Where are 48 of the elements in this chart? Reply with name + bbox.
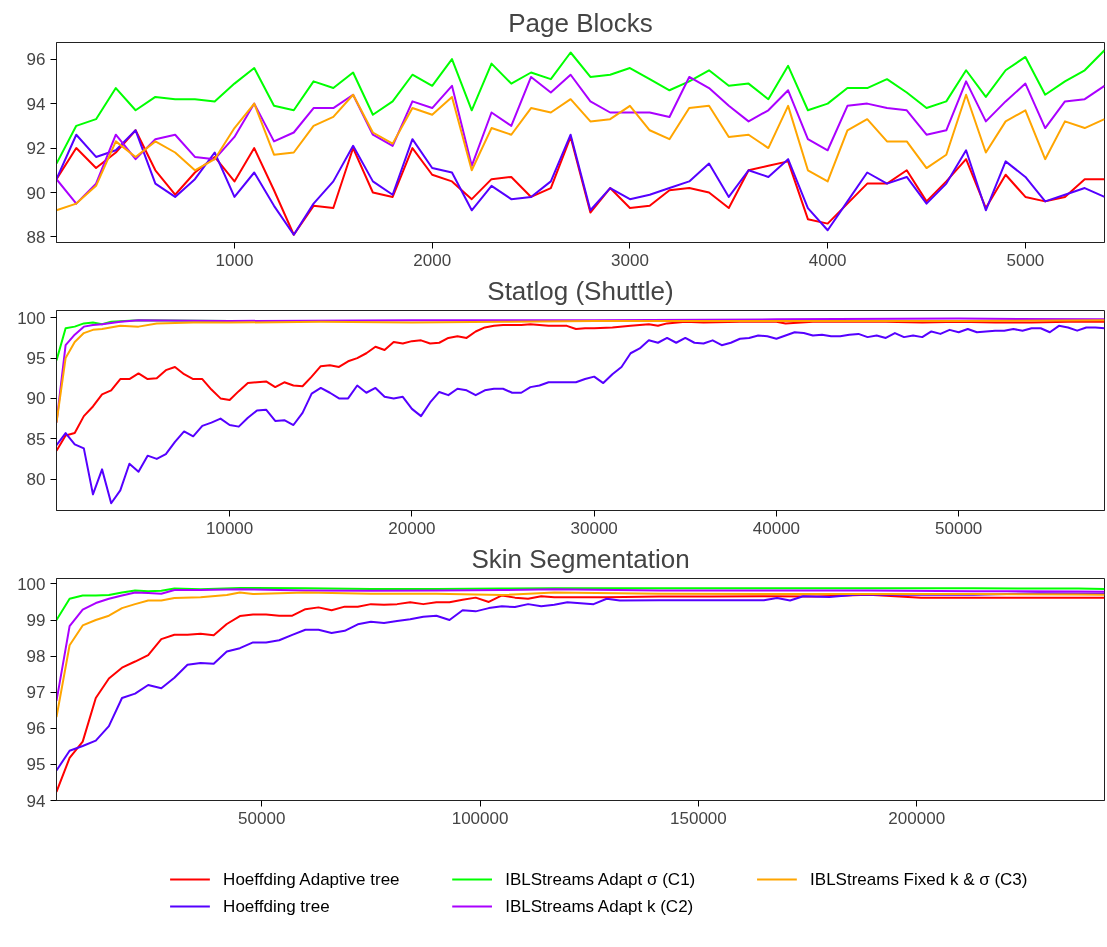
y-tick-label: 96 <box>26 50 46 70</box>
line-series <box>56 591 1105 719</box>
legend-label: IBLStreams Fixed k & σ (C3) <box>810 870 1028 889</box>
legend-label: Hoeffding tree <box>223 897 330 916</box>
line-series <box>56 586 1105 622</box>
line-series <box>56 93 1105 212</box>
y-tick-label: 95 <box>26 349 46 369</box>
legend-label: IBLStreams Adapt k (C2) <box>505 897 694 916</box>
x-tick-label: 200000 <box>888 808 946 828</box>
x-tick-label: 5000 <box>1006 250 1045 270</box>
x-tick-label: 2000 <box>413 250 452 270</box>
y-tick-label: 88 <box>26 227 46 247</box>
x-tick-label: 30000 <box>570 518 618 538</box>
y-tick-label: 94 <box>26 791 46 811</box>
y-tick-label: 100 <box>17 308 46 328</box>
x-tick-label: 100000 <box>451 808 509 828</box>
y-tick-label: 85 <box>26 429 46 449</box>
y-tick-label: 96 <box>26 719 46 739</box>
line-series <box>56 129 1105 236</box>
y-tick-label: 95 <box>26 755 46 775</box>
line-series <box>56 49 1105 165</box>
x-tick-label: 10000 <box>206 518 254 538</box>
legend-label: IBLStreams Adapt σ (C1) <box>505 870 696 889</box>
y-tick-label: 90 <box>26 183 46 203</box>
chart-title: Skin Segmentation <box>471 543 690 574</box>
y-tick-label: 100 <box>17 574 46 594</box>
line-series <box>56 320 1105 452</box>
y-tick-label: 98 <box>26 647 46 667</box>
legend-label: Hoeffding Adaptive tree <box>223 870 400 889</box>
chart-title: Statlog (Shuttle) <box>487 275 674 306</box>
x-tick-label: 50000 <box>238 808 286 828</box>
x-tick-label: 40000 <box>752 518 801 538</box>
line-series <box>56 324 1105 505</box>
line-series <box>56 588 1105 702</box>
x-tick-label: 4000 <box>808 250 847 270</box>
x-tick-label: 3000 <box>611 250 649 270</box>
x-tick-label: 50000 <box>935 518 983 538</box>
y-tick-label: 99 <box>26 611 46 631</box>
x-tick-label: 150000 <box>670 808 727 828</box>
line-series <box>56 73 1105 205</box>
x-tick-label: 20000 <box>388 518 436 538</box>
y-tick-label: 92 <box>26 139 46 159</box>
y-tick-label: 80 <box>26 470 46 490</box>
chart-title: Page Blocks <box>508 7 653 38</box>
x-tick-label: 1000 <box>215 250 254 270</box>
y-tick-label: 94 <box>26 94 46 114</box>
y-tick-label: 97 <box>26 683 46 703</box>
y-tick-label: 90 <box>26 389 46 409</box>
